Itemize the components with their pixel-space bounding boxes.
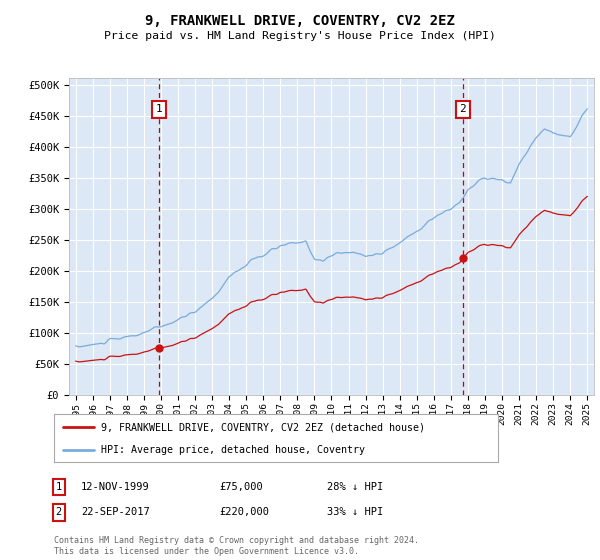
- Text: 2: 2: [460, 104, 466, 114]
- Text: 33% ↓ HPI: 33% ↓ HPI: [327, 507, 383, 517]
- Text: 22-SEP-2017: 22-SEP-2017: [81, 507, 150, 517]
- Text: 2: 2: [56, 507, 62, 517]
- Text: 12-NOV-1999: 12-NOV-1999: [81, 482, 150, 492]
- Text: 1: 1: [155, 104, 162, 114]
- Text: 9, FRANKWELL DRIVE, COVENTRY, CV2 2EZ (detached house): 9, FRANKWELL DRIVE, COVENTRY, CV2 2EZ (d…: [101, 422, 425, 432]
- Text: £75,000: £75,000: [219, 482, 263, 492]
- Text: HPI: Average price, detached house, Coventry: HPI: Average price, detached house, Cove…: [101, 445, 365, 455]
- Text: Contains HM Land Registry data © Crown copyright and database right 2024.
This d: Contains HM Land Registry data © Crown c…: [54, 536, 419, 556]
- Text: 28% ↓ HPI: 28% ↓ HPI: [327, 482, 383, 492]
- Text: Price paid vs. HM Land Registry's House Price Index (HPI): Price paid vs. HM Land Registry's House …: [104, 31, 496, 41]
- Text: £220,000: £220,000: [219, 507, 269, 517]
- Text: 9, FRANKWELL DRIVE, COVENTRY, CV2 2EZ: 9, FRANKWELL DRIVE, COVENTRY, CV2 2EZ: [145, 14, 455, 28]
- Text: 1: 1: [56, 482, 62, 492]
